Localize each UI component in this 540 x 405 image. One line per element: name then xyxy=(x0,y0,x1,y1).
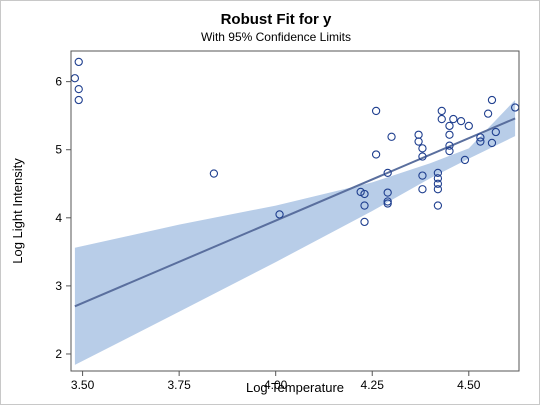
y-tick-label: 3 xyxy=(55,279,62,293)
y-tick-label: 2 xyxy=(55,347,62,361)
y-tick-label: 6 xyxy=(55,75,62,89)
data-point xyxy=(433,174,443,183)
data-point xyxy=(476,137,485,146)
x-axis: 3.50 3.75 4.00 4.25 4.50 xyxy=(71,371,481,392)
data-point xyxy=(418,152,427,161)
data-point xyxy=(418,171,427,180)
x-tick-label: 4.00 xyxy=(264,378,288,392)
data-point xyxy=(491,127,500,137)
data-point xyxy=(487,138,497,148)
data-point xyxy=(387,132,396,141)
data-point xyxy=(445,121,454,131)
data-point xyxy=(433,168,443,178)
data-point xyxy=(433,201,443,210)
data-point xyxy=(464,121,473,131)
plot-frame xyxy=(70,50,520,372)
data-point xyxy=(418,185,427,194)
x-axis-label: Log Temperature xyxy=(246,380,344,395)
data-point xyxy=(456,116,466,126)
chart-subtitle: With 95% Confidence Limits xyxy=(201,30,351,44)
data-point xyxy=(74,84,83,94)
data-point xyxy=(418,144,427,153)
data-point xyxy=(70,74,80,83)
plot-area xyxy=(70,57,520,365)
data-point xyxy=(371,150,381,159)
data-point xyxy=(360,201,369,210)
fit-line xyxy=(74,117,516,308)
confidence-band xyxy=(74,100,516,365)
data-point xyxy=(371,106,381,116)
data-point xyxy=(74,57,83,67)
data-point xyxy=(483,109,493,118)
data-point xyxy=(383,168,392,178)
data-point xyxy=(487,95,497,105)
x-tick-label: 3.75 xyxy=(167,378,191,392)
data-point xyxy=(414,130,423,139)
data-point xyxy=(460,155,470,165)
data-point xyxy=(433,185,443,194)
data-point xyxy=(437,114,446,124)
y-tick-label: 4 xyxy=(55,211,62,225)
data-point xyxy=(445,141,454,150)
data-point xyxy=(74,95,83,105)
data-point xyxy=(437,106,446,116)
data-point xyxy=(360,189,369,199)
x-tick-label: 4.50 xyxy=(457,378,481,392)
data-point xyxy=(360,217,369,227)
data-point xyxy=(445,146,454,156)
data-point xyxy=(356,187,365,197)
chart-title: Robust Fit for y xyxy=(221,11,332,28)
data-point xyxy=(445,130,454,139)
data-point xyxy=(433,179,443,188)
x-tick-label: 3.50 xyxy=(71,378,95,392)
data-point xyxy=(449,114,458,124)
y-axis-label: Log Light Intensity xyxy=(10,158,25,264)
y-axis: 2 3 4 5 6 xyxy=(55,75,71,361)
x-tick-label: 4.25 xyxy=(361,378,385,392)
data-point xyxy=(383,188,392,197)
y-tick-label: 5 xyxy=(55,143,62,157)
data-point xyxy=(209,169,219,178)
data-point xyxy=(275,210,284,219)
data-point xyxy=(476,133,485,142)
data-point xyxy=(414,137,423,146)
data-point xyxy=(383,199,392,208)
